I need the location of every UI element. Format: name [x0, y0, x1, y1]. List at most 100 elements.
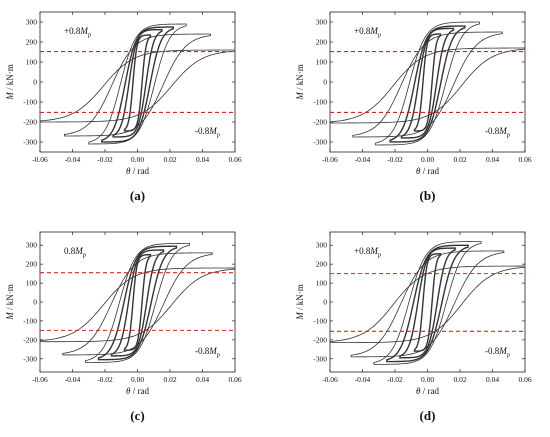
x-axis-label: θ / rad — [416, 166, 439, 176]
y-tick-label: -100 — [313, 98, 327, 107]
hysteresis-loop — [352, 31, 503, 138]
x-axis-symbol: θ — [126, 386, 131, 396]
hysteresis-loop — [330, 265, 525, 344]
annotation-positive-value: +0.8 — [354, 246, 371, 256]
hysteresis-loop — [400, 27, 455, 139]
annotation-symbol: M — [498, 346, 507, 356]
x-axis-label: θ / rad — [126, 166, 149, 176]
annotation-negative-value: -0.8 — [485, 126, 500, 136]
y-tick-label: -200 — [23, 335, 37, 344]
hysteresis-curves — [40, 242, 235, 363]
x-tick-label: 0.00 — [131, 375, 144, 384]
x-axis-label: θ / rad — [126, 386, 149, 396]
x-tick-label: 0.02 — [163, 375, 176, 384]
hysteresis-curves — [330, 241, 525, 365]
x-tick-label: -0.02 — [387, 375, 403, 384]
y-axis-symbol: M — [5, 312, 15, 321]
y-axis-symbol: M — [295, 92, 305, 101]
x-tick-label: -0.04 — [65, 155, 81, 164]
y-axis-unit: / kN·m — [295, 284, 305, 312]
y-axis-label: M / kN·m — [295, 284, 305, 321]
hysteresis-loop — [386, 244, 469, 363]
x-tick-label: 0.00 — [421, 155, 434, 164]
x-tick-label: -0.04 — [355, 155, 371, 164]
y-tick-label: -300 — [313, 354, 327, 363]
y-tick-label: 200 — [316, 260, 328, 269]
x-axis-unit: / rad — [420, 166, 439, 176]
y-tick-label: 200 — [26, 38, 38, 47]
y-tick-label: 300 — [26, 241, 38, 250]
y-tick-label: -300 — [313, 138, 327, 147]
annotation-positive: 0.8Mp — [64, 246, 86, 259]
y-axis-label: M / kN·m — [5, 64, 15, 101]
annotation-symbol: M — [74, 246, 83, 256]
x-axis-symbol: θ — [416, 386, 421, 396]
annotation-symbol: M — [498, 126, 507, 136]
hysteresis-loop — [63, 33, 212, 137]
x-axis-symbol: θ — [416, 166, 421, 176]
panel-label: (b) — [420, 188, 436, 203]
annotation-subscript: p — [88, 32, 91, 39]
hysteresis-loop — [123, 34, 152, 132]
y-axis-symbol: M — [5, 92, 15, 101]
y-tick-label: -100 — [23, 98, 37, 107]
y-tick-label: 300 — [316, 241, 328, 250]
hysteresis-curves — [40, 23, 235, 145]
y-tick-label: -100 — [313, 316, 327, 325]
x-axis-label: θ / rad — [416, 386, 439, 396]
x-tick-label: 0.04 — [486, 155, 499, 164]
annotation-subscript: p — [378, 252, 381, 259]
y-axis-unit: / kN·m — [5, 64, 15, 92]
hysteresis-curves — [330, 21, 525, 146]
annotation-subscript: p — [83, 252, 86, 259]
hysteresis-loop — [112, 28, 163, 138]
annotation-subscript: p — [378, 32, 381, 39]
annotation-symbol: M — [208, 346, 217, 356]
hysteresis-loop — [110, 249, 165, 357]
y-tick-label: 0 — [323, 298, 327, 307]
annotation-subscript: p — [217, 352, 220, 359]
hysteresis-loop — [330, 47, 525, 124]
x-tick-label: -0.06 — [32, 375, 48, 384]
annotation-positive: +0.8Mp — [354, 246, 381, 259]
x-axis-unit: / rad — [130, 386, 149, 396]
y-tick-label: -200 — [313, 335, 327, 344]
x-axis-symbol: θ — [126, 166, 131, 176]
x-tick-label: 0.00 — [421, 375, 434, 384]
annotation-positive: +0.8Mp — [354, 26, 381, 39]
panel-label: (a) — [130, 188, 145, 203]
x-tick-label: 0.04 — [196, 375, 209, 384]
chart-panel-3: -0.06 -0.04 -0.02 0.00 0.02 0.04 0.06 -300 -200 -… — [5, 231, 242, 423]
annotation-positive-value: 0.8 — [64, 246, 76, 256]
x-tick-label: -0.02 — [97, 375, 113, 384]
x-tick-label: 0.04 — [196, 155, 209, 164]
hysteresis-loop — [40, 267, 235, 343]
y-tick-label: -100 — [23, 316, 37, 325]
annotation-negative-value: -0.8 — [195, 346, 210, 356]
y-tick-label: 100 — [26, 58, 38, 67]
y-tick-label: 0 — [33, 78, 37, 87]
annotation-positive: +0.8Mp — [64, 26, 91, 39]
annotation-subscript: p — [507, 132, 510, 139]
hysteresis-loop — [399, 247, 456, 359]
y-tick-label: -200 — [23, 118, 37, 127]
hysteresis-loop — [101, 26, 174, 143]
annotation-negative: -0.8Mp — [485, 346, 510, 359]
annotation-symbol: M — [369, 26, 378, 36]
hysteresis-loop — [389, 25, 466, 143]
x-tick-label: -0.06 — [322, 375, 338, 384]
y-tick-label: -300 — [23, 354, 37, 363]
panel-label: (c) — [130, 408, 144, 423]
annotation-symbol: M — [369, 246, 378, 256]
hysteresis-loop — [350, 250, 505, 358]
y-tick-label: -200 — [313, 118, 327, 127]
y-tick-label: 300 — [26, 18, 38, 27]
y-tick-label: 300 — [316, 18, 328, 27]
x-tick-label: 0.06 — [228, 375, 241, 384]
y-tick-label: 100 — [316, 58, 328, 67]
y-tick-label: 100 — [26, 279, 38, 288]
annotation-positive-value: +0.8 — [64, 26, 81, 36]
x-tick-label: -0.04 — [355, 375, 371, 384]
y-axis-label: M / kN·m — [5, 284, 15, 321]
